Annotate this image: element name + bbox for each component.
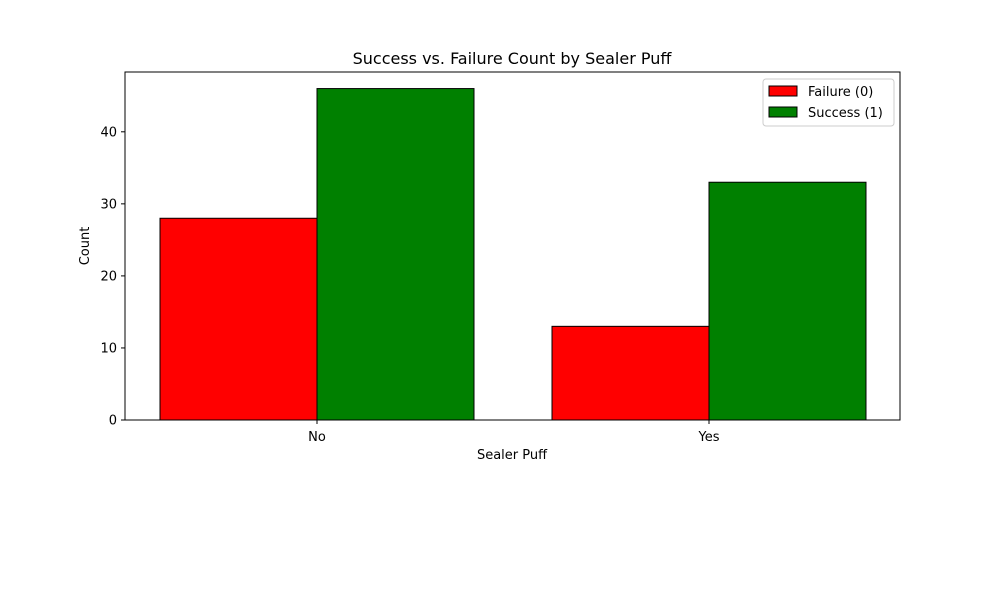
bar-no-series-1 [316,88,475,421]
legend-swatch [768,106,798,118]
plot-area-frame [124,71,901,421]
x-tick-label: No [308,430,326,445]
legend-label: Failure (0) [808,85,873,100]
y-tick-label: 40 [100,125,117,140]
bar-yes-series-1 [708,181,867,421]
y-tick-label: 20 [100,269,117,284]
bar-group [159,88,867,421]
bar-no-series-0 [159,217,318,421]
y-tick-label: 10 [100,341,117,356]
x-axis-label: Sealer Puff [477,448,548,463]
legend: Failure (0) Success (1) [762,78,895,127]
chart-title: Success vs. Failure Count by Sealer Puff [353,49,673,68]
y-tick-label: 0 [109,414,117,429]
x-tick-label: Yes [698,430,720,445]
x-axis: No Yes [308,420,720,445]
legend-label: Success (1) [808,106,883,121]
bar-yes-series-0 [551,325,710,421]
legend-swatch [768,85,798,97]
y-tick-label: 30 [100,197,117,212]
y-axis-label: Count [78,227,93,266]
y-axis: 0 10 20 30 40 [100,125,125,429]
